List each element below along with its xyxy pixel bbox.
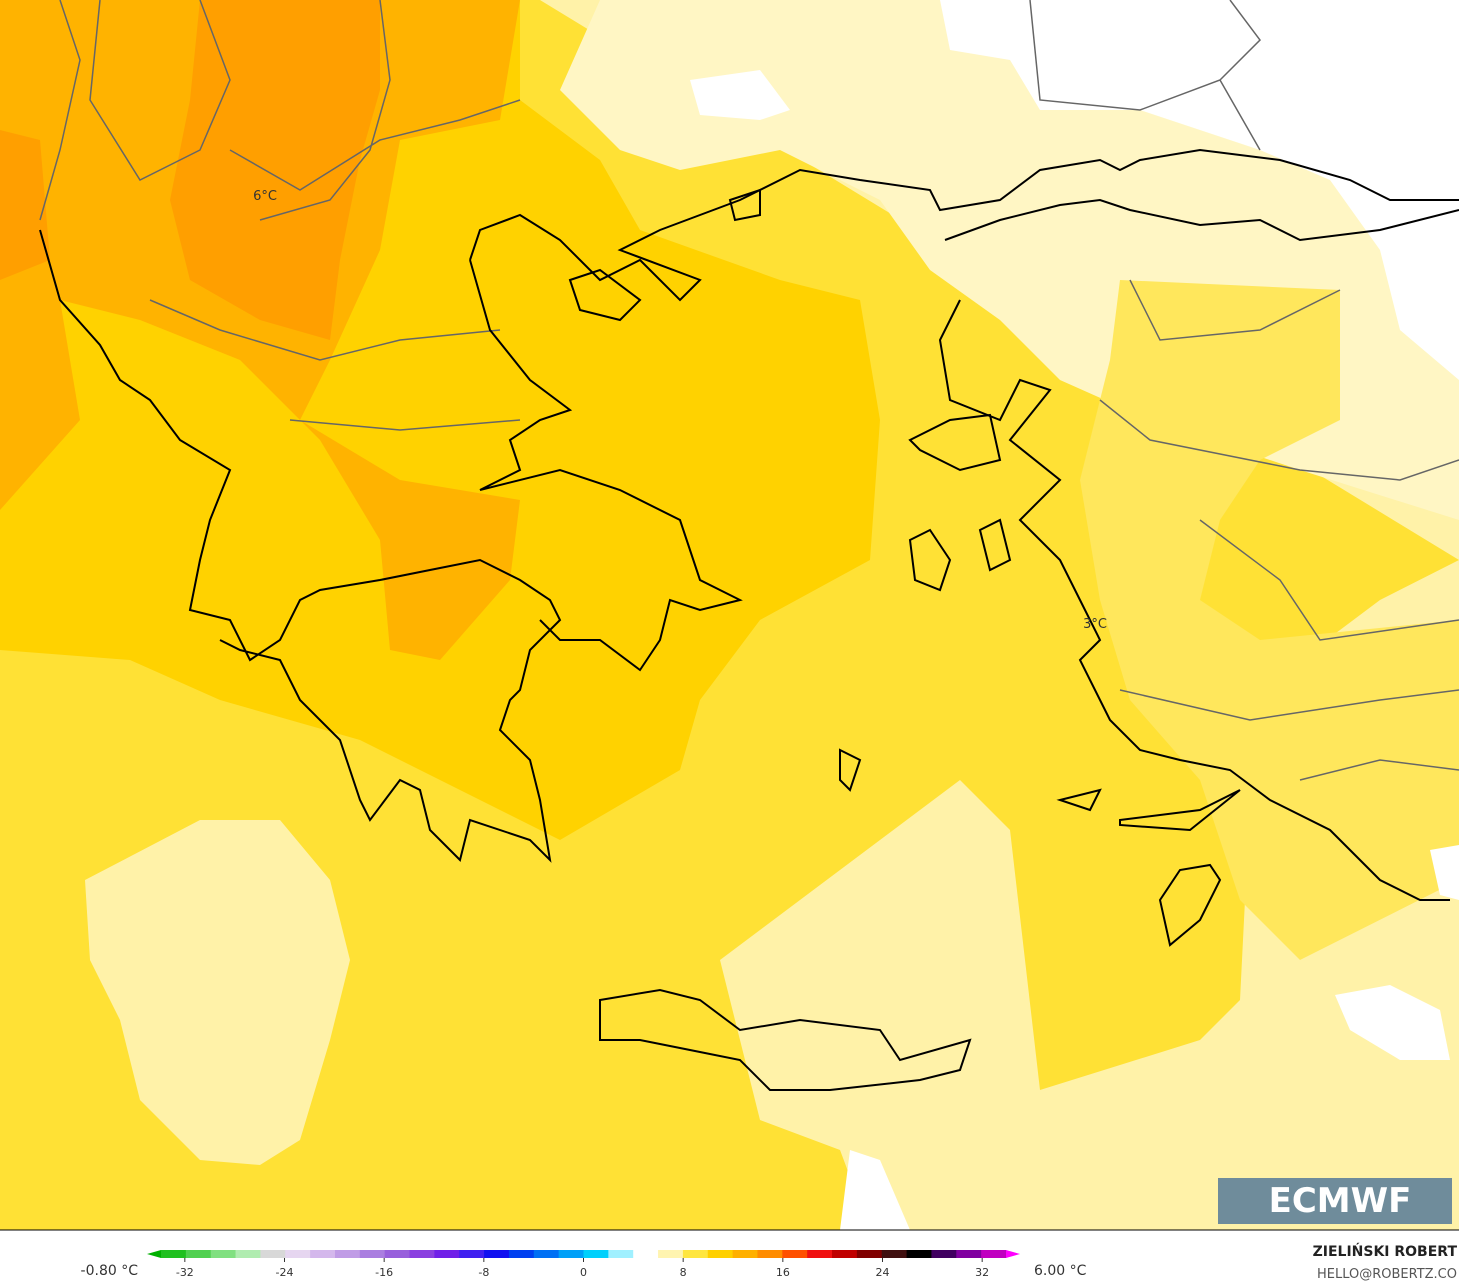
colorbar-swatch	[147, 1250, 161, 1258]
mid-area	[1080, 280, 1459, 960]
colorbar-swatch	[608, 1250, 634, 1258]
colorbar-swatch	[409, 1250, 435, 1258]
colorbar-swatch	[459, 1250, 485, 1258]
colorbar-swatch	[658, 1250, 684, 1258]
email: HELLO@ROBERTZ.CO	[1317, 1267, 1457, 1282]
colorbar-tick-label: 0	[580, 1266, 587, 1279]
white-area	[1335, 985, 1450, 1060]
coastline	[938, 198, 1459, 901]
colorbar-swatch	[707, 1250, 734, 1258]
dark-orange-area	[170, 0, 380, 340]
colorbar-swatch	[906, 1250, 932, 1258]
colorbar-swatch	[682, 1250, 709, 1258]
border-line	[39, 0, 1459, 781]
white-area	[840, 1150, 910, 1230]
colorbar-swatch	[856, 1250, 883, 1258]
colorbar-swatch	[1006, 1250, 1020, 1258]
colorbar-tick-label: 32	[975, 1266, 989, 1279]
colorbar-swatch	[782, 1250, 808, 1258]
colorbar-tick-label: 16	[776, 1266, 790, 1279]
colorbar-swatch	[285, 1250, 311, 1258]
contour-label: 6°C	[253, 189, 277, 204]
colorbar-swatch	[334, 1250, 361, 1258]
colorbar-swatch	[633, 1250, 659, 1258]
colorbar-swatch	[558, 1250, 584, 1258]
logo-box	[1218, 1178, 1452, 1224]
colorbar-swatch	[484, 1250, 510, 1258]
colorbar-swatch	[757, 1250, 783, 1258]
colorbar-swatch	[508, 1250, 535, 1258]
colorbar-swatch	[981, 1250, 1007, 1258]
colorbar-swatch	[434, 1250, 460, 1258]
colorbar-tick-label: 24	[876, 1266, 890, 1279]
white-area	[1430, 845, 1459, 900]
colorbar-swatch	[161, 1250, 187, 1258]
colorbar-max: 6.00 °C	[1034, 1263, 1087, 1279]
coastline	[469, 148, 1459, 302]
colorbar-swatch	[583, 1250, 609, 1258]
colorbar-swatch	[832, 1250, 858, 1258]
contour-label: 3°C	[1083, 617, 1107, 632]
colorbar-tick-label: -16	[375, 1266, 393, 1279]
coastline	[39, 229, 562, 863]
logo-text: ECMWF	[1269, 1181, 1412, 1221]
colorbar-tick-label: -8	[478, 1266, 489, 1279]
white-area	[940, 0, 1459, 380]
colorbar-swatch	[732, 1250, 758, 1258]
colorbar-swatch	[956, 1250, 982, 1258]
colorbar-swatch	[235, 1250, 261, 1258]
island	[568, 188, 1241, 832]
white-area	[690, 70, 790, 120]
dark-orange-area	[0, 130, 50, 280]
island	[599, 988, 972, 1091]
colorbar-swatch	[533, 1250, 560, 1258]
light-area	[85, 820, 350, 1165]
coastline	[469, 259, 743, 672]
colorbar-swatch	[359, 1250, 386, 1258]
colorbar-swatch	[210, 1250, 237, 1258]
colorbar-swatch	[931, 1250, 957, 1258]
island	[1158, 863, 1222, 947]
colorbar: -32 -24 -16 -8 0 8 16 24 32	[147, 1250, 1020, 1279]
colorbar-tick-label: -32	[176, 1266, 194, 1279]
colorbar-swatch	[260, 1250, 286, 1258]
colorbar-swatch	[185, 1250, 212, 1258]
colorbar-tick-label: -24	[276, 1266, 294, 1279]
colorbar-tick-label: 8	[680, 1266, 687, 1279]
colorbar-swatch	[384, 1250, 411, 1258]
author: ZIELIŃSKI ROBERT	[1313, 1242, 1458, 1260]
colorbar-swatch	[807, 1250, 833, 1258]
colorbar-swatch	[310, 1250, 336, 1258]
colorbar-min: -0.80 °C	[81, 1263, 139, 1279]
colorbar-swatch	[881, 1250, 908, 1258]
